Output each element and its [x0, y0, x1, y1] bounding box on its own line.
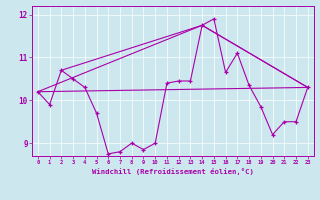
X-axis label: Windchill (Refroidissement éolien,°C): Windchill (Refroidissement éolien,°C): [92, 168, 254, 175]
